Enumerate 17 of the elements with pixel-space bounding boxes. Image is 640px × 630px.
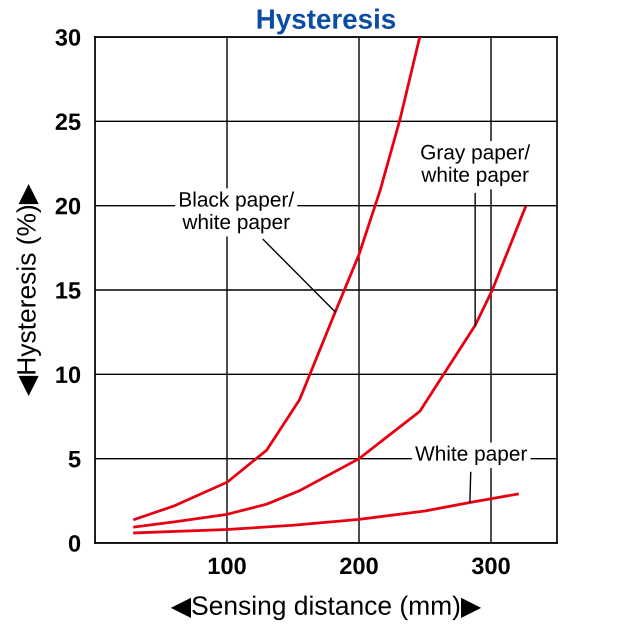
annotation: Black paper/ white paper (180, 191, 294, 234)
y-tick-label: 25 (56, 113, 80, 130)
y-axis-title: ◀Hysteresis (%)▶ (16, 184, 41, 396)
y-tick-label: 0 (68, 535, 80, 552)
y-tick-label: 20 (56, 198, 80, 214)
y-tick-label: 10 (56, 366, 80, 384)
x-tick-label: 100 (208, 558, 246, 574)
x-axis-title: ◀Sensing distance (mm)▶ (170, 596, 482, 620)
y-tick-label: 15 (56, 282, 80, 299)
y-tick-label: 5 (68, 450, 80, 468)
line-series (133, 492, 519, 534)
chart-title: Hysteresis (258, 8, 396, 34)
x-tick-label: 200 (340, 558, 378, 574)
annotation: Gray paper/ white paper (421, 144, 530, 186)
annotation: White paper (415, 446, 528, 466)
y-tick-label: 30 (55, 29, 80, 46)
x-tick-label: 300 (472, 558, 510, 574)
